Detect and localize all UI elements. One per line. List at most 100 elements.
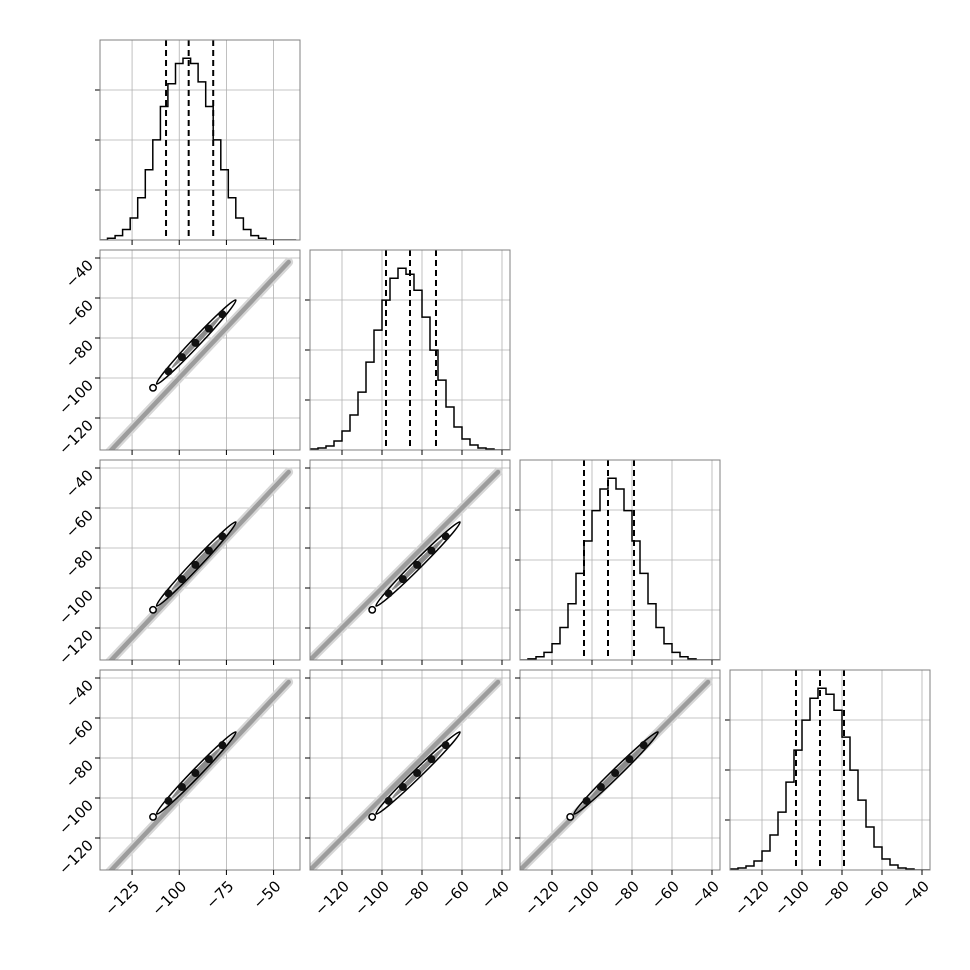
x-tick-label-3-2: −80 [818, 877, 853, 912]
x-tick-label-1-2: −80 [398, 877, 433, 912]
x-tick-label-2-4: −40 [688, 877, 723, 912]
y-tick-label-1-2: −80 [62, 336, 97, 371]
x-tick-label-1-1: −100 [351, 877, 393, 919]
contour-point [177, 782, 186, 791]
y-tick-label-2-1: −60 [62, 506, 97, 541]
contour-point [441, 741, 450, 750]
panel-0-0 [95, 39, 301, 245]
y-tick-label-2-4: −120 [55, 626, 97, 668]
contour-point [218, 310, 227, 319]
x-tick-label-2-3: −60 [648, 877, 683, 912]
contour-point [191, 769, 200, 778]
y-tick-label-1-0: −40 [62, 256, 97, 291]
histogram-0 [100, 57, 297, 240]
contour-point [398, 575, 407, 584]
x-tick-label-3-3: −60 [858, 877, 893, 912]
density-2-1 [310, 467, 503, 660]
density-2-0 [105, 467, 294, 660]
panel-frame [309, 669, 511, 871]
contour-point [191, 338, 200, 347]
y-tick-label-2-3: −100 [55, 586, 97, 628]
histogram-2 [520, 477, 720, 660]
contour-outer [375, 521, 461, 607]
panel-3-1 [305, 669, 511, 875]
contour-point [218, 741, 227, 750]
scatter-band [310, 679, 501, 870]
y-tick-label-1-3: −100 [55, 376, 97, 418]
panel-frame [519, 459, 721, 661]
histogram-1 [310, 267, 510, 450]
y-tick-label-1-1: −60 [62, 296, 97, 331]
contour-outer [155, 299, 237, 385]
panel-3-2 [515, 669, 721, 875]
contour-point-open [368, 605, 377, 614]
x-tick-label-3-4: −40 [898, 877, 933, 912]
panel-2-1 [305, 459, 511, 665]
y-tick-label-1-4: −120 [55, 416, 97, 458]
contour-point [398, 782, 407, 791]
contour-point [164, 367, 173, 376]
panel-frame [99, 459, 301, 661]
panel-2-2 [515, 459, 721, 665]
contour-point [204, 755, 213, 764]
contour-point-open [149, 605, 157, 614]
y-tick-label-3-2: −80 [62, 756, 97, 791]
x-tick-label-3-1: −100 [771, 877, 813, 919]
panel-frame [99, 669, 301, 871]
panel-1-0 [95, 249, 301, 455]
contour-point [427, 755, 436, 764]
contour-point [639, 741, 648, 750]
x-tick-label-1-0: −120 [311, 877, 353, 919]
y-tick-label-3-1: −60 [62, 716, 97, 751]
density-3-0 [105, 677, 294, 870]
panel-frame [309, 249, 511, 451]
x-tick-label-2-0: −120 [521, 877, 563, 919]
x-tick-label-1-3: −60 [438, 877, 473, 912]
panel-3-0 [95, 669, 301, 875]
contour-point-open [149, 383, 157, 392]
x-tick-label-0-0: −125 [101, 877, 143, 919]
contour-point [204, 546, 213, 555]
contour-point [384, 796, 393, 805]
y-tick-label-2-2: −80 [62, 546, 97, 581]
contour-point [164, 796, 173, 805]
scatter-band [310, 469, 501, 660]
contour-point [625, 755, 634, 764]
contour-outer [155, 521, 237, 607]
x-tick-label-0-1: −100 [148, 877, 190, 919]
y-tick-label-2-0: −40 [62, 466, 97, 501]
contour-point [384, 589, 393, 598]
x-tick-label-0-3: −50 [249, 877, 284, 912]
scatter-band [108, 259, 291, 450]
panel-frame [309, 459, 511, 661]
density-3-1 [310, 677, 503, 870]
x-tick-label-0-2: −75 [202, 877, 237, 912]
y-tick-label-3-3: −100 [55, 796, 97, 838]
contour-point [582, 796, 591, 805]
contour-point [218, 532, 227, 541]
y-tick-label-3-0: −40 [62, 676, 97, 711]
contour-point [204, 324, 213, 333]
contour-point-open [149, 812, 157, 821]
x-tick-label-2-2: −80 [608, 877, 643, 912]
contour-point [596, 782, 605, 791]
panel-3-3 [725, 669, 931, 875]
density-1-0 [105, 257, 294, 450]
panel-1-1 [305, 249, 511, 455]
x-tick-label-2-1: −100 [561, 877, 603, 919]
histogram-3 [730, 687, 930, 870]
contour-point-open [566, 812, 575, 821]
panel-frame [99, 249, 301, 451]
y-tick-label-3-4: −120 [55, 836, 97, 878]
contour-point [177, 353, 186, 362]
contour-point [611, 769, 620, 778]
panel-frame [99, 39, 301, 241]
panel-frame [519, 669, 721, 871]
contour-point [413, 560, 422, 569]
contour-point [164, 589, 173, 598]
contour-point [413, 769, 422, 778]
x-tick-label-3-0: −120 [731, 877, 773, 919]
contour-point [191, 560, 200, 569]
contour-point [441, 532, 450, 541]
